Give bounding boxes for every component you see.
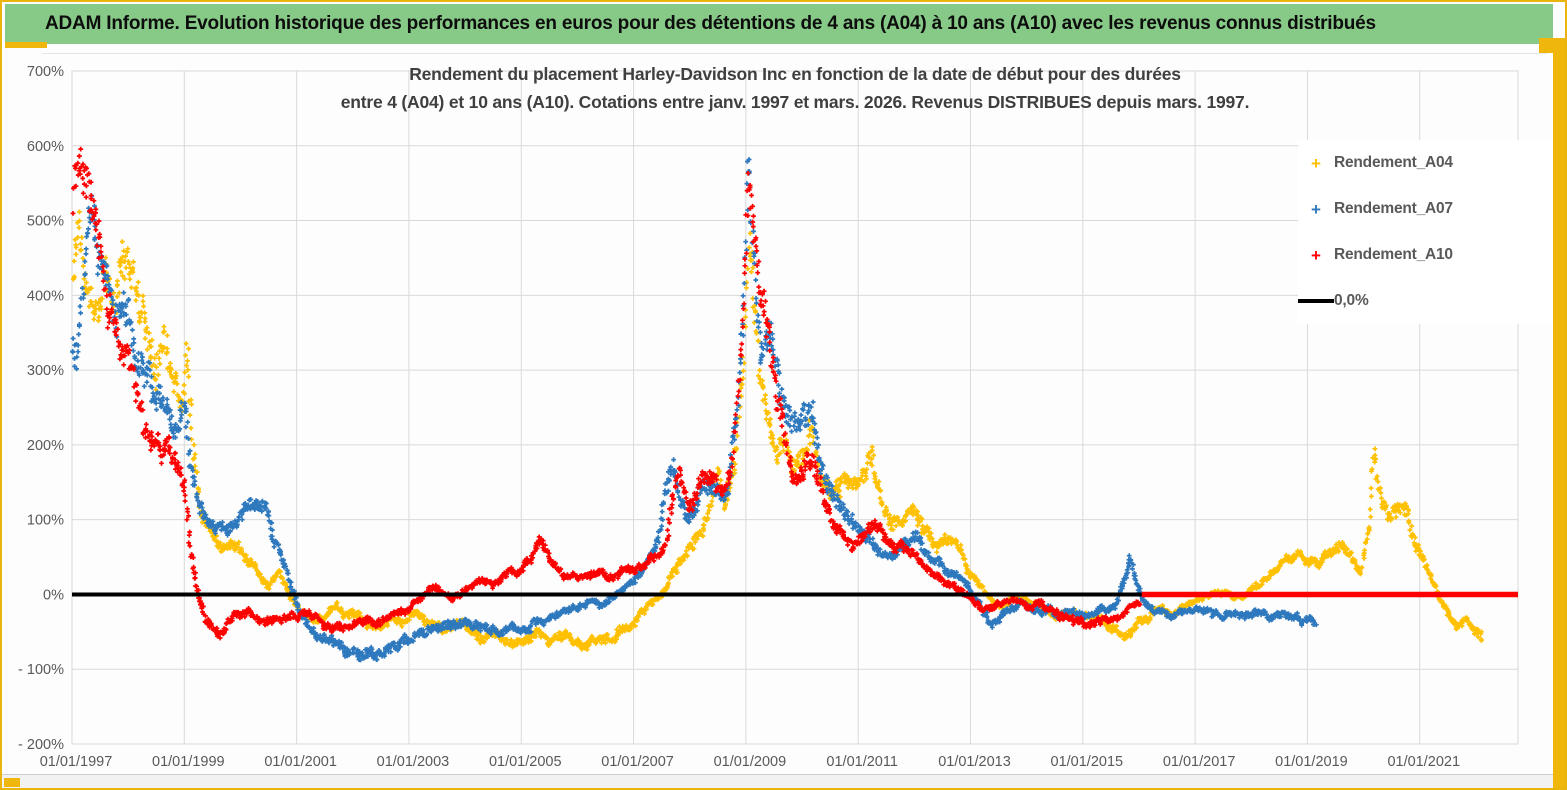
y-axis-tick-label: 400% bbox=[27, 288, 64, 304]
y-axis-tick-label: 200% bbox=[27, 438, 64, 454]
x-axis-tick-label: 01/01/1999 bbox=[152, 754, 225, 770]
legend-item-rendement-a07[interactable]: + Rendement_A07 bbox=[1298, 192, 1552, 226]
y-axis-tick-label: 100% bbox=[27, 513, 64, 529]
y-axis-tick-label: 300% bbox=[27, 363, 64, 379]
legend-label-a07: Rendement_A07 bbox=[1334, 200, 1453, 217]
plot-border bbox=[71, 70, 1519, 745]
plus-marker-icon: + bbox=[1311, 245, 1321, 265]
sheet-gridline bbox=[42, 53, 1547, 54]
plus-marker-icon: + bbox=[1311, 153, 1321, 173]
x-axis-tick-label: 01/01/2003 bbox=[377, 754, 450, 770]
gold-accent-banner-left bbox=[5, 42, 47, 48]
report-title: ADAM Informe. Evolution historique des p… bbox=[45, 13, 1376, 34]
gold-accent-bottom-left bbox=[4, 778, 20, 787]
legend-item-rendement-a04[interactable]: + Rendement_A04 bbox=[1298, 146, 1552, 180]
y-axis-tick-label: 700% bbox=[27, 64, 64, 80]
x-axis-tick-label: 01/01/2019 bbox=[1275, 754, 1348, 770]
y-axis-tick-label: - 100% bbox=[18, 662, 64, 678]
chart-legend: + Rendement_A04 + Rendement_A07 + Rendem… bbox=[1298, 140, 1552, 324]
legend-label-a04: Rendement_A04 bbox=[1334, 154, 1453, 171]
x-axis-tick-label: 01/01/2009 bbox=[714, 754, 787, 770]
x-axis-tick-label: 01/01/2007 bbox=[601, 754, 674, 770]
report-banner: ADAM Informe. Evolution historique des p… bbox=[5, 4, 1553, 44]
x-axis-tick-label: 01/01/2015 bbox=[1051, 754, 1124, 770]
series-Rendement_A04 bbox=[71, 209, 1484, 652]
y-axis-tick-label: 0% bbox=[43, 587, 64, 603]
legend-item-zero-line[interactable]: 0,0% bbox=[1298, 284, 1552, 318]
legend-label-zero: 0,0% bbox=[1334, 292, 1369, 309]
x-axis-tick-label: 01/01/2017 bbox=[1163, 754, 1236, 770]
plus-marker-icon: + bbox=[1311, 199, 1321, 219]
x-axis-tick-label: 01/01/2021 bbox=[1387, 754, 1460, 770]
y-axis-tick-label: 600% bbox=[27, 139, 64, 155]
x-axis-tick-label: 01/01/2001 bbox=[264, 754, 337, 770]
legend-label-a10: Rendement_A10 bbox=[1334, 246, 1453, 263]
sheet-bottom-strip bbox=[2, 774, 1565, 788]
x-axis-tick-label: 01/01/2013 bbox=[938, 754, 1011, 770]
x-axis-tick-label: 01/01/2011 bbox=[826, 754, 898, 770]
x-axis-tick-label: 01/01/1997 bbox=[40, 754, 113, 770]
legend-item-rendement-a10[interactable]: + Rendement_A10 bbox=[1298, 238, 1552, 272]
y-axis-tick-label: 500% bbox=[27, 214, 64, 230]
series-Rendement_A07 bbox=[70, 157, 1319, 663]
gold-right-border-bar bbox=[1553, 46, 1565, 788]
x-axis-tick-label: 01/01/2005 bbox=[489, 754, 562, 770]
y-axis-tick-label: - 200% bbox=[18, 737, 64, 753]
line-marker-icon bbox=[1298, 299, 1334, 303]
